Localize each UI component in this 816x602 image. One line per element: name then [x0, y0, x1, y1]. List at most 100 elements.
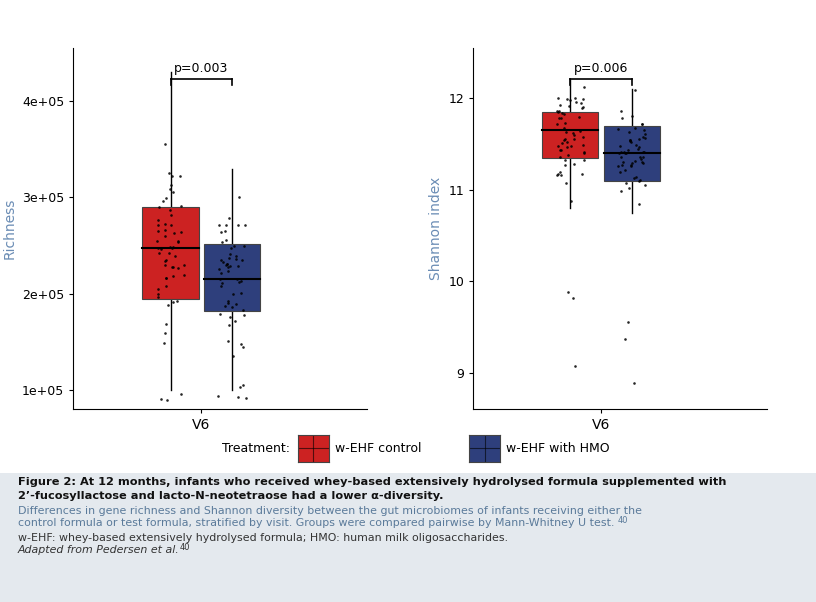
Point	[167, 242, 180, 252]
Point	[557, 123, 570, 133]
Point	[568, 131, 581, 140]
Y-axis label: Shannon index: Shannon index	[429, 177, 443, 281]
Point	[631, 144, 644, 154]
Point	[614, 147, 628, 157]
Point	[575, 104, 588, 113]
Point	[573, 112, 586, 122]
Text: Adapted from Pedersen et al.: Adapted from Pedersen et al.	[18, 545, 180, 555]
Point	[616, 157, 629, 167]
Point	[228, 315, 242, 325]
Point	[221, 337, 234, 346]
Point	[160, 255, 173, 264]
Point	[632, 134, 645, 144]
Point	[215, 281, 228, 290]
Point	[212, 220, 225, 230]
Point	[237, 343, 250, 352]
Point	[574, 99, 588, 108]
Point	[164, 242, 177, 252]
Point	[614, 106, 628, 116]
Point	[216, 237, 229, 247]
Point	[227, 352, 240, 361]
Point	[554, 113, 567, 122]
Point	[555, 108, 568, 117]
Point	[237, 310, 251, 320]
Point	[158, 261, 171, 270]
Point	[617, 147, 630, 157]
Point	[618, 148, 631, 158]
Point	[637, 125, 650, 135]
Point	[219, 301, 232, 311]
Point	[624, 161, 637, 171]
Point	[628, 156, 641, 166]
Point	[215, 255, 228, 264]
Point	[567, 135, 580, 144]
Point	[562, 101, 575, 111]
Point	[638, 129, 651, 138]
Point	[164, 180, 177, 190]
Point	[555, 170, 568, 179]
Point	[636, 120, 649, 129]
Point	[236, 256, 249, 265]
Point	[558, 134, 571, 143]
Point	[614, 141, 627, 151]
Point	[160, 318, 173, 328]
Point	[578, 155, 591, 165]
Point	[221, 259, 234, 268]
Point	[611, 124, 624, 134]
Point	[619, 147, 632, 157]
Point	[638, 180, 651, 190]
Point	[613, 148, 626, 158]
Point	[166, 297, 180, 307]
Point	[633, 175, 646, 185]
Point	[636, 147, 650, 157]
Point	[219, 226, 232, 236]
Point	[158, 220, 171, 229]
Point	[226, 302, 239, 312]
Point	[211, 391, 224, 401]
Point	[551, 141, 564, 150]
Point	[636, 132, 650, 142]
Point	[233, 277, 246, 287]
Text: w-EHF control: w-EHF control	[335, 442, 421, 455]
Point	[614, 152, 628, 162]
Point	[238, 220, 251, 230]
Point	[567, 159, 580, 169]
Point	[619, 335, 632, 344]
FancyBboxPatch shape	[143, 207, 198, 299]
Point	[171, 236, 184, 246]
Point	[556, 138, 569, 147]
Point	[175, 201, 188, 211]
Point	[623, 135, 636, 144]
Point	[221, 297, 234, 306]
Point	[636, 158, 650, 168]
Point	[160, 395, 173, 405]
Point	[152, 249, 165, 258]
Point	[637, 152, 650, 161]
Point	[576, 132, 589, 142]
Point	[223, 249, 236, 258]
Point	[553, 100, 566, 110]
Point	[578, 147, 591, 157]
Point	[232, 220, 245, 230]
FancyBboxPatch shape	[543, 112, 598, 158]
Point	[615, 161, 628, 170]
Point	[153, 202, 166, 212]
Point	[166, 262, 180, 272]
Point	[158, 225, 171, 235]
Point	[234, 382, 247, 392]
Point	[624, 160, 637, 169]
Point	[615, 114, 628, 123]
Point	[177, 260, 190, 270]
Point	[231, 262, 244, 272]
Point	[561, 142, 574, 152]
Point	[550, 170, 563, 179]
Point	[159, 273, 172, 283]
Point	[155, 394, 168, 403]
Point	[622, 146, 635, 155]
Text: p=0.003: p=0.003	[174, 61, 228, 75]
Point	[175, 389, 188, 399]
Point	[622, 317, 635, 327]
Point	[231, 274, 244, 284]
Point	[554, 145, 567, 155]
Point	[159, 232, 172, 241]
